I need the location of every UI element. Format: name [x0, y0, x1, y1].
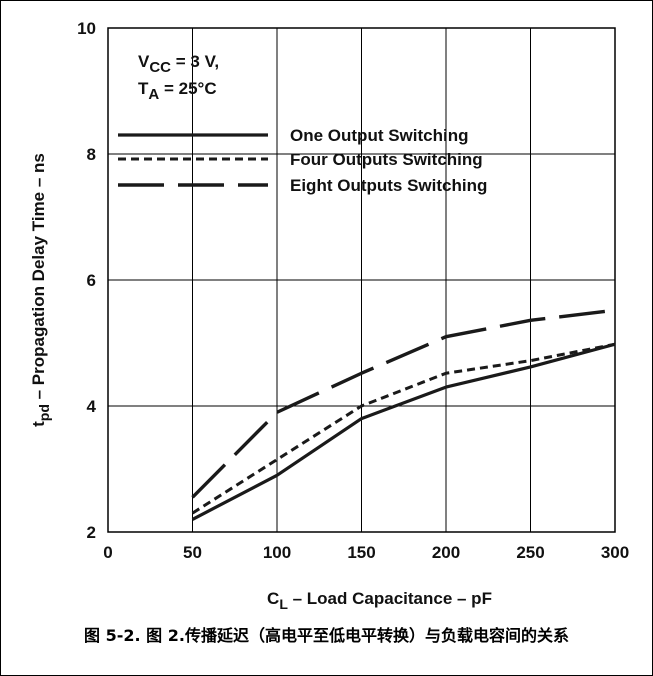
figure-caption: 图 5-2. 图 2.传播延迟（高电平至低电平转换）与负载电容间的关系 — [84, 626, 569, 645]
y-axis-label: tpd – Propagation Delay Time – ns — [29, 153, 52, 427]
x-tick-label: 250 — [516, 543, 544, 562]
x-tick-label: 100 — [263, 543, 291, 562]
legend-label: One Output Switching — [290, 126, 468, 145]
x-tick-label: 0 — [103, 543, 112, 562]
legend-label: Eight Outputs Switching — [290, 176, 487, 195]
condition-text: TA = 25°C — [138, 79, 217, 103]
x-axis-label: CL – Load Capacitance – pF — [267, 589, 492, 612]
y-tick-label: 8 — [87, 145, 96, 164]
condition-text: VCC = 3 V, — [138, 52, 219, 76]
y-tick-label: 2 — [87, 523, 96, 542]
x-tick-label: 200 — [432, 543, 460, 562]
x-tick-label: 150 — [347, 543, 375, 562]
series-line-long-dash — [191, 308, 616, 499]
legend-label: Four Outputs Switching — [290, 150, 483, 169]
x-tick-label: 300 — [601, 543, 629, 562]
x-tick-label: 50 — [183, 543, 202, 562]
series-line-solid — [191, 342, 616, 521]
y-tick-label: 4 — [87, 397, 97, 416]
plot-border — [107, 27, 616, 533]
y-tick-label: 6 — [87, 271, 96, 290]
y-tick-label: 10 — [77, 19, 96, 38]
series-line-dotted — [191, 342, 616, 515]
